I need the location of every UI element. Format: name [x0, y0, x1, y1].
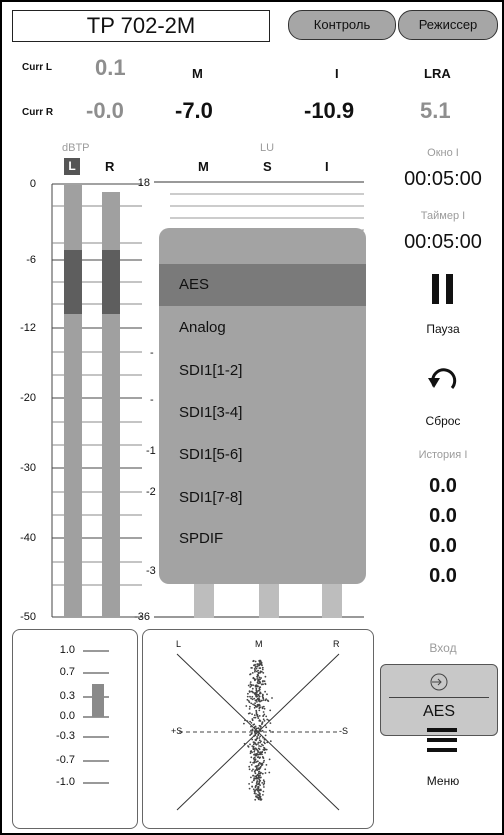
gonio-label-plus-s: +S	[171, 726, 183, 736]
i-value: -10.9	[304, 98, 355, 123]
pause-button[interactable]	[428, 274, 458, 308]
input-icon	[430, 673, 448, 691]
input-label: Вход	[429, 641, 457, 655]
dbtp-tick-30: -30	[20, 462, 36, 474]
correlation-bar	[92, 684, 104, 717]
window-value[interactable]: 00:05:00	[404, 168, 482, 190]
lu-col-m: M	[198, 159, 209, 174]
menu-label[interactable]: Меню	[426, 774, 460, 788]
menu-icon[interactable]	[427, 726, 457, 754]
control-button[interactable]: Контроль	[288, 10, 396, 40]
source-option-analog[interactable]: Analog	[179, 319, 226, 336]
lu-partial-tick-4: -2	[146, 486, 156, 498]
channel-l-badge: L	[64, 158, 80, 175]
pause-icon	[432, 274, 439, 304]
i-label: I	[335, 66, 339, 81]
corr-tick-neg1: -1.0	[56, 776, 75, 788]
director-button[interactable]: Режиссер	[398, 10, 498, 40]
channel-l-peak-zone	[64, 250, 82, 314]
curr-l-label: Curr L	[22, 62, 52, 73]
gonio-label-l: L	[176, 639, 182, 649]
lu-bottom-value: -36	[134, 611, 150, 623]
lra-label: LRA	[424, 66, 451, 81]
curr-r-value: -0.0	[86, 98, 124, 123]
dbtp-tick-50: -50	[20, 611, 36, 623]
dbtp-tick-0: 0	[29, 178, 36, 190]
corr-tick-neg03: -0.3	[56, 730, 75, 742]
channel-r-label: R	[105, 159, 115, 174]
lu-i-bar	[322, 582, 342, 618]
program-title[interactable]: TP 702-2M	[12, 10, 270, 42]
corr-tick-0: 0.0	[59, 710, 75, 722]
source-option-aes[interactable]: AES	[159, 264, 366, 306]
corr-tick-1: 1.0	[59, 644, 75, 656]
history-value-1: 0.0	[429, 475, 457, 497]
m-value: -7.0	[175, 98, 213, 123]
gonio-label-minus-s: -S	[339, 726, 348, 736]
history-value-2: 0.0	[429, 505, 457, 527]
lu-partial-tick-5: -3	[146, 565, 156, 577]
lu-col-i: I	[325, 159, 329, 174]
lu-partial-tick-2: -	[150, 394, 154, 406]
pause-label[interactable]: Пауза	[426, 322, 460, 336]
source-option-sdi1-5-6[interactable]: SDI1[5-6]	[179, 446, 243, 463]
gonio-label-m: M	[255, 639, 263, 649]
lra-value: 5.1	[420, 98, 451, 123]
dbtp-tick-6: -6	[26, 254, 36, 266]
correlation-panel: 1.0 0.7 0.3 0.0 -0.3 -0.7 -1.0	[12, 629, 138, 829]
input-value: AES	[422, 703, 455, 720]
curr-r-label: Curr R	[22, 107, 54, 118]
source-option-sdi1-3-4[interactable]: SDI1[3-4]	[179, 404, 243, 421]
lu-col-s: S	[263, 159, 272, 174]
lu-s-bar	[259, 582, 279, 618]
lu-partial-tick-3: -1	[146, 445, 156, 457]
source-option-sdi1-7-8[interactable]: SDI1[7-8]	[179, 489, 243, 506]
timer-label: Таймер I	[420, 210, 466, 222]
lu-partial-tick-1: -	[150, 347, 154, 359]
history-value-3: 0.0	[429, 535, 457, 557]
input-selector-button[interactable]: AES	[380, 664, 498, 736]
goniometer-plot	[176, 653, 340, 811]
lu-top-value: 18	[137, 177, 150, 189]
lu-m-bar	[194, 582, 214, 618]
reset-label[interactable]: Сброс	[425, 414, 461, 428]
m-label: M	[192, 66, 203, 81]
dbtp-unit-label: dBTP	[62, 142, 90, 154]
history-value-4: 0.0	[429, 565, 457, 587]
goniometer-panel: L M R +S -S	[142, 629, 374, 829]
channel-r-peak-zone	[102, 250, 120, 314]
source-option-spdif[interactable]: SPDIF	[179, 530, 224, 547]
window-label: Окно I	[427, 147, 459, 159]
lu-unit-label: LU	[260, 142, 275, 154]
history-label: История I	[418, 449, 468, 461]
reset-icon[interactable]	[426, 364, 460, 394]
corr-tick-03: 0.3	[59, 690, 75, 702]
dbtp-tick-40: -40	[20, 532, 36, 544]
gonio-label-r: R	[333, 639, 340, 649]
source-option-sdi1-1-2[interactable]: SDI1[1-2]	[179, 362, 243, 379]
source-dropdown[interactable]: AES Analog SDI1[1-2] SDI1[3-4] SDI1[5-6]…	[159, 228, 366, 584]
corr-tick-07: 0.7	[59, 666, 75, 678]
dbtp-tick-20: -20	[20, 392, 36, 404]
timer-value[interactable]: 00:05:00	[404, 231, 482, 253]
dbtp-tick-12: -12	[20, 322, 36, 334]
corr-tick-neg07: -0.7	[56, 754, 75, 766]
curr-l-value: 0.1	[95, 55, 126, 80]
